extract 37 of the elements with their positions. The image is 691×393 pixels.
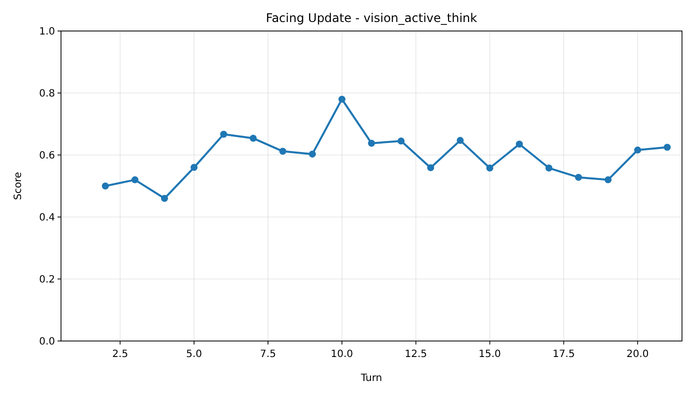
point — [131, 176, 138, 184]
point — [575, 174, 582, 181]
point — [456, 136, 464, 144]
x-tick-label: 20.0 — [626, 349, 649, 360]
point — [250, 134, 257, 142]
x-tick-label: 5.0 — [186, 349, 202, 360]
point — [161, 194, 168, 202]
point — [604, 176, 612, 184]
y-tick-label: 0.0 — [39, 336, 55, 348]
point — [220, 130, 228, 138]
point — [368, 140, 375, 147]
x-tick-label: 12.5 — [404, 349, 427, 360]
x-axis-title: Turn — [360, 373, 382, 384]
y-tick-label: 0.8 — [39, 88, 55, 100]
point — [486, 164, 494, 172]
point — [634, 146, 642, 154]
point — [516, 140, 523, 148]
point — [308, 150, 316, 158]
y-tick-label: 0.4 — [39, 212, 55, 224]
x-tick-label: 2.5 — [112, 349, 128, 360]
point — [190, 164, 198, 171]
y-axis-title: Score — [13, 172, 24, 200]
point — [102, 182, 109, 190]
point — [398, 138, 405, 145]
x-tick-label: 17.5 — [552, 349, 575, 360]
y-tick-label: 0.2 — [39, 274, 55, 286]
point — [427, 164, 434, 172]
y-tick-label: 0.6 — [39, 150, 55, 162]
chart-title: Facing Update - vision_active_think — [266, 11, 478, 25]
x-tick-label: 15.0 — [478, 349, 501, 360]
x-tick-label: 7.5 — [260, 349, 276, 360]
point — [545, 164, 552, 172]
x-tick-label: 10.0 — [330, 349, 354, 360]
y-tick-label: 1.0 — [39, 26, 55, 38]
point — [338, 96, 346, 103]
point — [664, 144, 671, 151]
point — [279, 148, 286, 155]
